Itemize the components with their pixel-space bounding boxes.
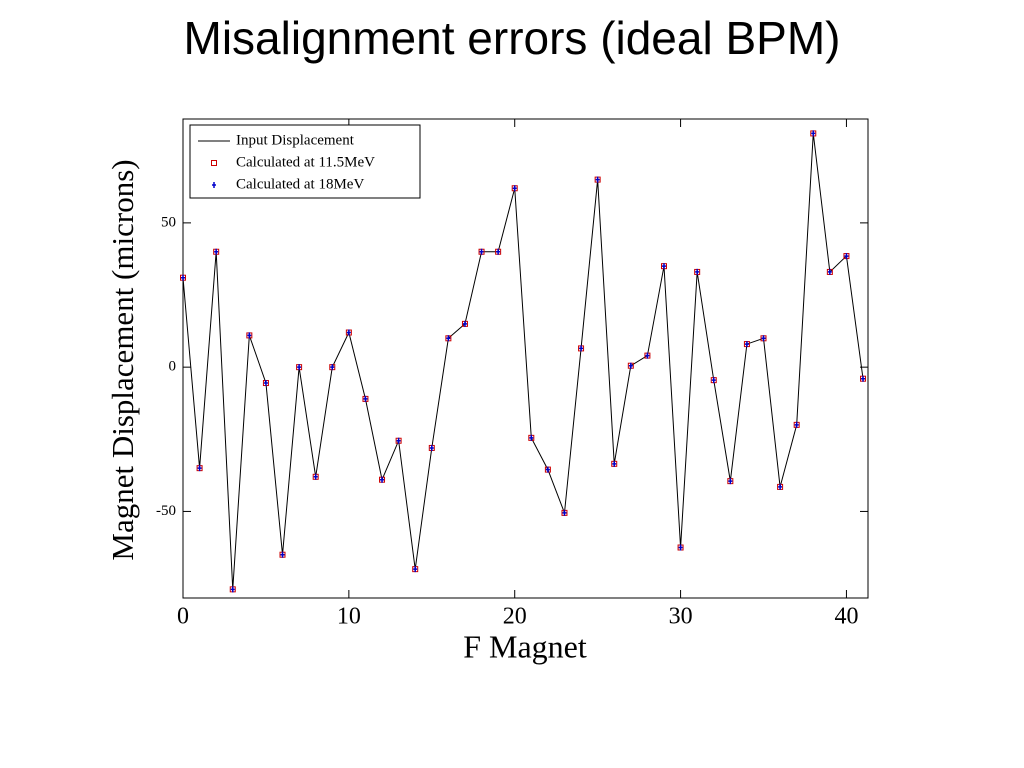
data-point (711, 377, 716, 384)
y-axis-label: Magnet Displacement (microns) (105, 159, 140, 560)
data-point (761, 335, 766, 342)
x-tick-label: 40 (834, 604, 858, 630)
data-point (346, 329, 351, 336)
data-point (363, 395, 368, 402)
data-point (861, 375, 866, 382)
data-point (645, 352, 650, 359)
data-point (529, 434, 534, 441)
data-point (446, 335, 451, 342)
data-point (230, 586, 235, 593)
y-tick-label: -50 (156, 503, 176, 519)
x-tick-label: 0 (177, 604, 189, 630)
x-tick-label: 30 (669, 604, 693, 630)
legend-box (189, 124, 421, 199)
data-point (413, 566, 418, 573)
data-point (380, 476, 385, 483)
data-point (794, 421, 799, 428)
x-axis-label: F Magnet (463, 628, 587, 664)
data-point (612, 460, 617, 467)
data-point (827, 268, 832, 275)
data-point (595, 176, 600, 183)
data-point (579, 345, 584, 352)
data-point (811, 130, 816, 137)
data-point (181, 274, 185, 281)
data-point (396, 437, 401, 444)
data-point (628, 362, 633, 369)
data-point (512, 185, 517, 192)
plot-frame (182, 118, 869, 599)
legend-marker (211, 160, 217, 166)
data-point (661, 263, 666, 270)
legend-marker (212, 182, 216, 188)
data-point (429, 444, 434, 451)
data-point (479, 248, 484, 255)
data-point (545, 466, 550, 473)
legend-label: Input Displacement (236, 132, 355, 148)
legend-label: Calculated at 18MeV (236, 176, 364, 192)
data-point (744, 341, 749, 348)
legend-label: Calculated at 11.5MeV (236, 154, 375, 170)
x-tick-label: 10 (337, 604, 361, 630)
data-point (247, 332, 252, 339)
y-tick-label: 50 (161, 214, 176, 230)
data-point (695, 268, 700, 275)
y-tick-label: 0 (169, 359, 177, 375)
data-point (330, 364, 335, 371)
data-point (214, 248, 219, 255)
data-point (297, 364, 302, 371)
data-point (678, 544, 683, 551)
series-line (182, 133, 864, 590)
data-point (778, 483, 783, 490)
data-point (562, 509, 567, 516)
data-point (496, 248, 501, 255)
x-tick-label: 20 (503, 604, 527, 630)
data-point (844, 253, 849, 260)
data-point (280, 551, 285, 558)
slide-title: Misalignment errors (ideal BPM) (184, 12, 841, 64)
data-point (728, 478, 733, 485)
data-point (313, 473, 318, 480)
data-point (462, 320, 467, 327)
data-point (263, 380, 268, 387)
data-point (197, 465, 202, 472)
